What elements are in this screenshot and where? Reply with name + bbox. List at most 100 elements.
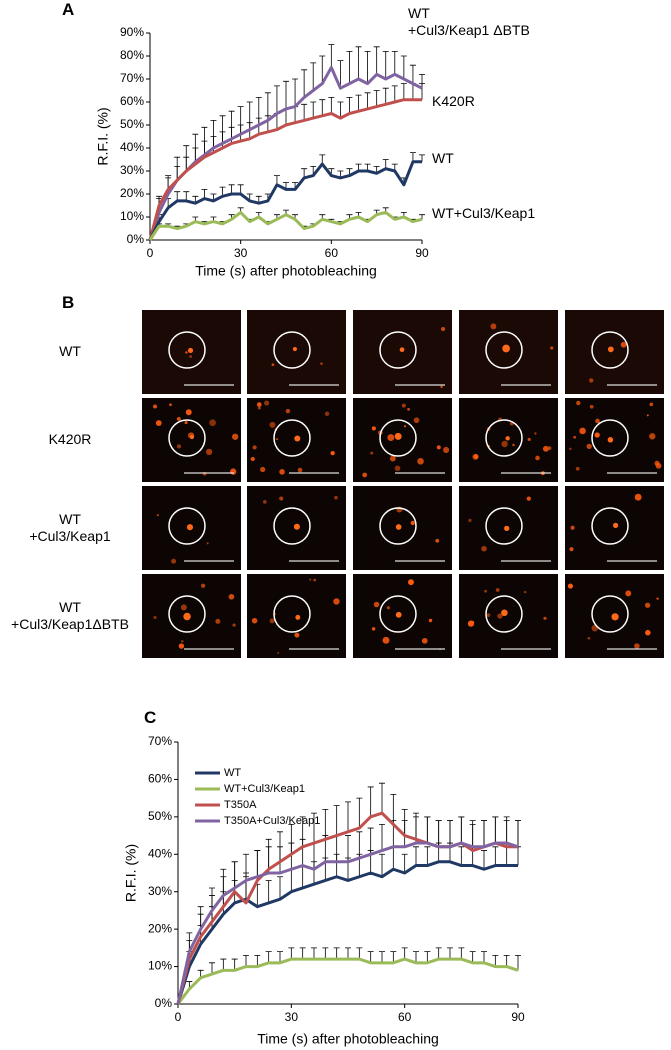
error-bar — [469, 820, 476, 847]
error-bar — [183, 191, 190, 201]
spot — [569, 447, 572, 451]
spot — [389, 455, 396, 462]
spot — [285, 408, 291, 414]
roi-circle — [379, 419, 417, 457]
spot — [625, 590, 632, 597]
spot — [634, 493, 642, 501]
error-bar — [419, 83, 425, 100]
x-axis-title: Time (s) after photobleaching — [195, 263, 377, 279]
error-bar — [292, 106, 299, 123]
spot — [209, 419, 217, 427]
error-bar — [310, 62, 317, 91]
spot — [371, 627, 376, 631]
spot — [645, 629, 651, 636]
spot — [176, 444, 182, 449]
y-tick-label: 60% — [148, 772, 172, 786]
spot — [334, 495, 338, 500]
spot — [523, 590, 527, 594]
spot — [399, 347, 405, 353]
error-bar — [390, 846, 397, 870]
error-bar — [373, 46, 380, 75]
y-tick-label: 80% — [120, 48, 144, 62]
spot — [309, 578, 312, 581]
spot — [250, 456, 255, 462]
spot — [567, 583, 574, 589]
spot — [387, 434, 395, 442]
error-bar — [277, 951, 283, 963]
spot — [611, 613, 619, 621]
x-tick-label: 0 — [175, 1010, 182, 1024]
y-tick-label: 50% — [148, 809, 172, 823]
spot — [407, 579, 414, 586]
error-bar — [319, 154, 326, 165]
error-bar — [419, 214, 425, 220]
spot — [543, 616, 547, 620]
spot — [505, 436, 510, 441]
error-bar — [265, 880, 272, 903]
spot — [269, 618, 275, 624]
error-bar — [183, 156, 190, 171]
error-bar — [364, 92, 371, 109]
micrograph — [565, 486, 664, 570]
error-bar — [367, 951, 374, 963]
error-bar — [447, 820, 453, 847]
y-tick-label: 20% — [148, 921, 172, 935]
error-bar — [356, 797, 363, 829]
spot — [152, 404, 158, 409]
spot — [200, 583, 206, 588]
spot — [401, 403, 406, 408]
spot — [324, 411, 330, 417]
spot — [468, 518, 472, 523]
error-bar — [310, 101, 317, 119]
micrograph — [247, 310, 346, 394]
y-tick-label: 20% — [120, 186, 144, 200]
spot — [587, 636, 591, 640]
error-bar — [283, 80, 289, 109]
error-bar — [481, 850, 487, 870]
spot — [443, 446, 450, 454]
error-bar — [311, 947, 317, 960]
spot — [417, 457, 424, 465]
error-bar — [265, 951, 272, 963]
spot — [370, 451, 374, 455]
error-bar — [435, 820, 442, 847]
error-bar — [390, 951, 397, 963]
error-bar — [311, 812, 317, 844]
error-bar — [400, 83, 407, 100]
spot — [169, 403, 172, 407]
x-tick-label: 30 — [285, 1010, 299, 1024]
error-bar — [328, 44, 335, 68]
spot — [185, 351, 188, 354]
roi-circle — [379, 507, 417, 545]
row-label: WT +Cul3/Keap1ΔBTB — [11, 599, 129, 632]
spot — [421, 637, 428, 644]
spot — [228, 593, 235, 600]
y-tick-label: 70% — [120, 71, 144, 85]
spot — [215, 618, 221, 624]
spot — [579, 427, 586, 435]
roi-circle — [168, 507, 206, 545]
spot — [373, 601, 380, 608]
error-bar — [231, 861, 238, 888]
error-bar — [379, 853, 385, 877]
error-bar — [319, 99, 326, 116]
spot — [313, 578, 317, 582]
error-bar — [345, 801, 351, 832]
x-tick-label: 0 — [147, 246, 154, 260]
micrograph — [459, 310, 558, 394]
spot — [293, 523, 300, 530]
error-bar — [346, 51, 353, 84]
error-bar — [346, 97, 353, 114]
spot — [504, 525, 510, 531]
y-tick-label: 0% — [127, 232, 145, 246]
spot — [594, 432, 600, 438]
spot — [294, 632, 300, 638]
x-tick-label: 90 — [415, 246, 429, 260]
spot — [534, 432, 537, 435]
y-tick-label: 70% — [148, 734, 172, 748]
error-bar — [373, 90, 380, 107]
error-bar — [237, 184, 244, 194]
y-tick-label: 30% — [120, 163, 144, 177]
spot — [269, 421, 276, 428]
roi-circle — [168, 419, 206, 457]
